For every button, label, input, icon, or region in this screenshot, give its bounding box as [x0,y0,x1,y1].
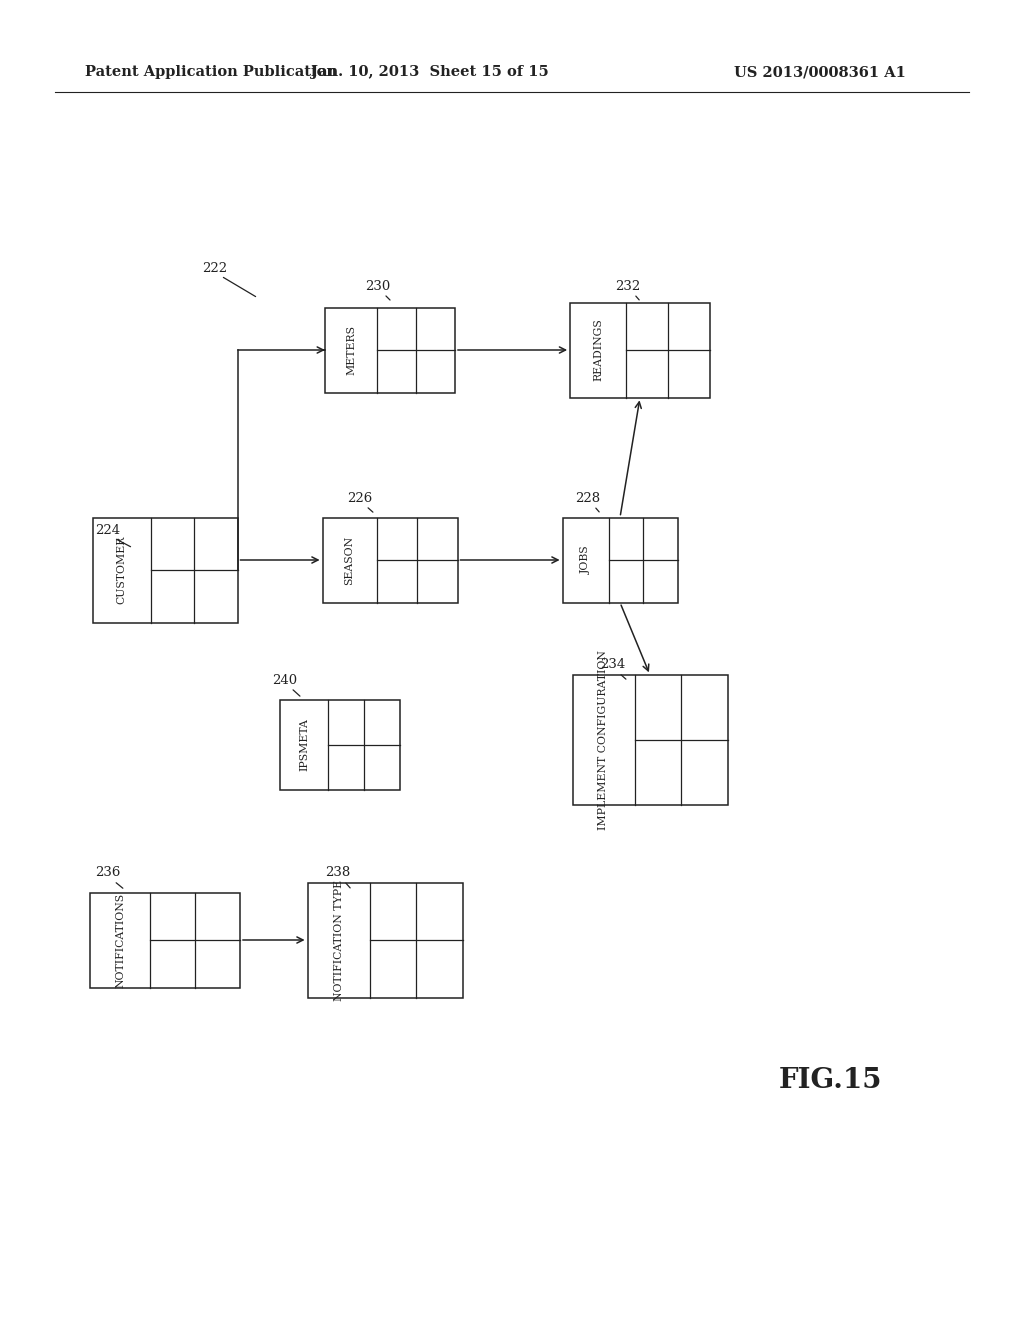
Bar [323,517,458,602]
Text: CUSTOMER: CUSTOMER [117,536,127,605]
Text: IPSMETA: IPSMETA [299,718,309,771]
Bar [280,700,400,789]
Bar [325,308,455,392]
Text: US 2013/0008361 A1: US 2013/0008361 A1 [734,65,906,79]
Bar [92,517,238,623]
Text: METERS: METERS [346,325,356,375]
Text: 228: 228 [575,491,600,504]
Text: IMPLEMENT CONFIGURATION: IMPLEMENT CONFIGURATION [598,649,608,830]
Text: SEASON: SEASON [344,536,354,585]
Text: JOBS: JOBS [581,545,591,574]
Bar [90,892,240,987]
Text: 224: 224 [95,524,121,536]
Text: 236: 236 [95,866,121,879]
Text: 222: 222 [203,261,227,275]
Text: 226: 226 [347,491,373,504]
Text: 238: 238 [326,866,350,879]
Text: Jan. 10, 2013  Sheet 15 of 15: Jan. 10, 2013 Sheet 15 of 15 [311,65,549,79]
Text: NOTIFICATION TYPE: NOTIFICATION TYPE [334,879,343,1001]
Bar [572,675,727,805]
Bar [307,883,463,998]
Text: NOTIFICATIONS: NOTIFICATIONS [115,892,125,987]
Text: 232: 232 [615,280,641,293]
Bar [562,517,678,602]
Text: 240: 240 [272,673,298,686]
Text: FIG.15: FIG.15 [778,1067,882,1093]
Text: 234: 234 [600,659,626,672]
Bar [570,302,710,397]
Text: 230: 230 [366,280,390,293]
Text: Patent Application Publication: Patent Application Publication [85,65,337,79]
Text: READINGS: READINGS [593,318,603,381]
